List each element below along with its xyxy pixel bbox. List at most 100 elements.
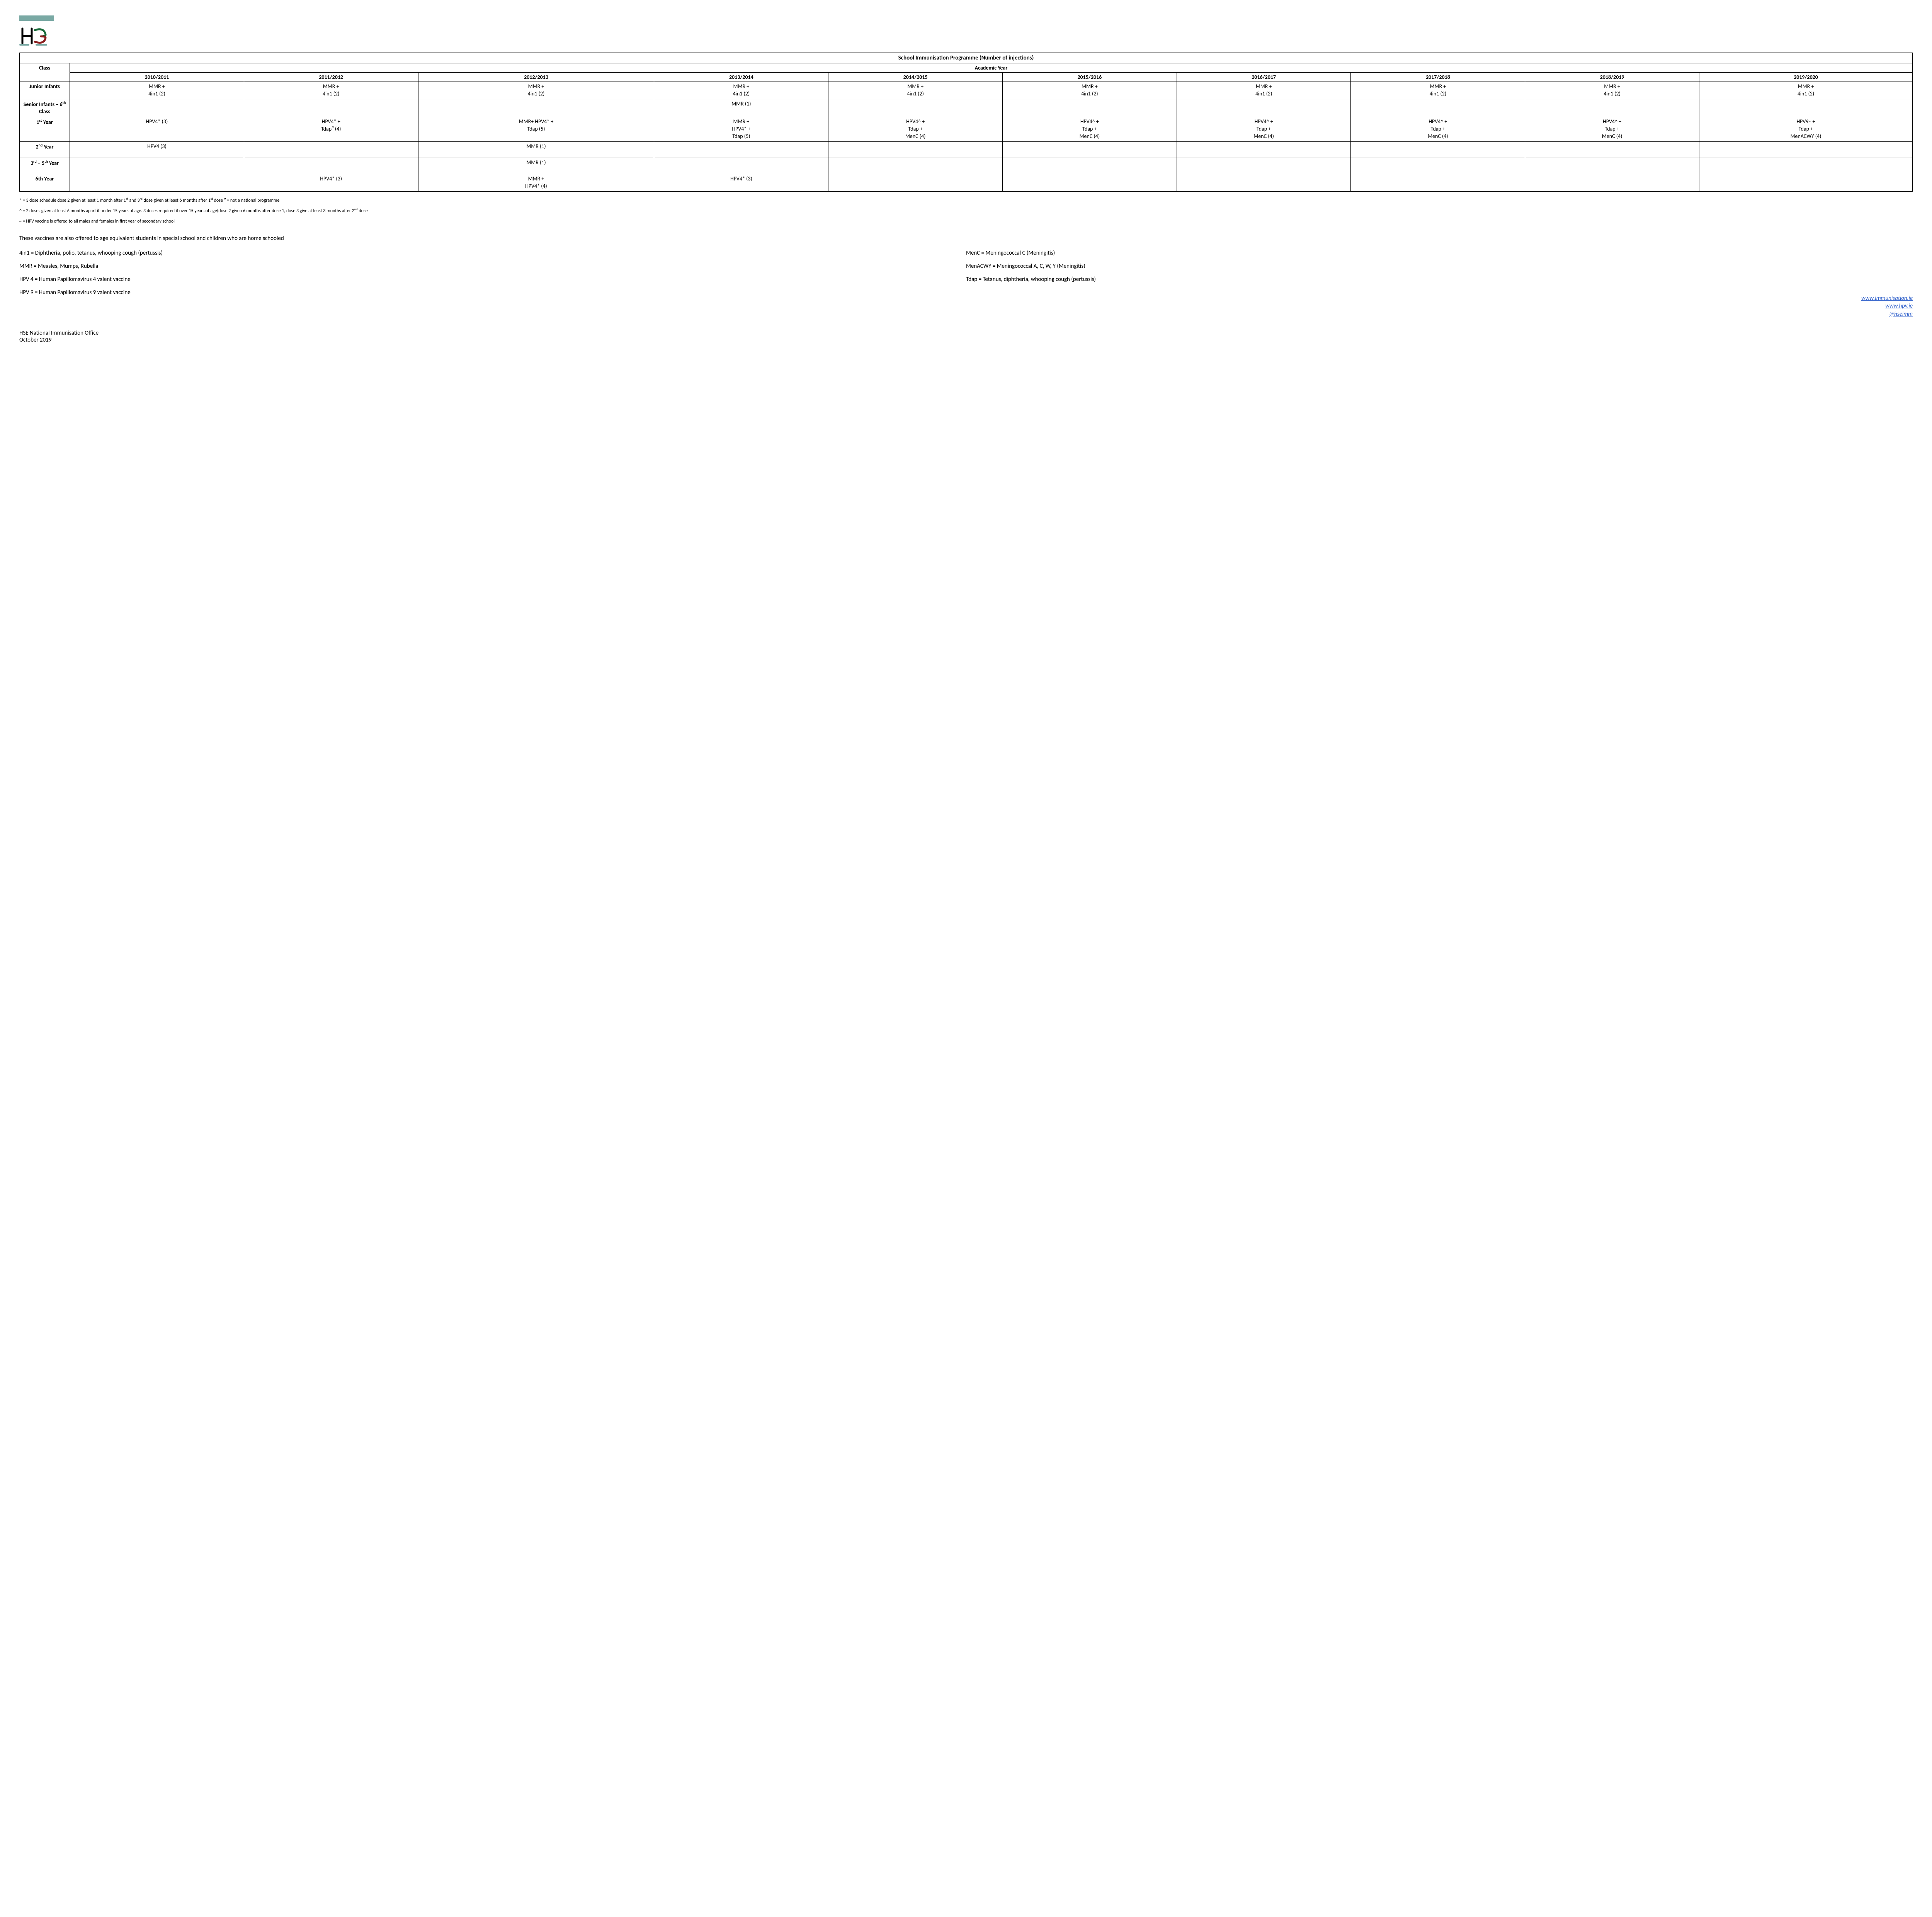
data-cell — [70, 174, 244, 191]
data-cell — [1177, 174, 1351, 191]
def-item: 4in1 = Diphtheria, polio, tetanus, whoop… — [19, 250, 966, 257]
data-cell — [1351, 174, 1525, 191]
link-twitter[interactable]: @hseimm — [1889, 311, 1913, 318]
data-cell — [1699, 174, 1912, 191]
data-cell — [418, 99, 654, 117]
data-cell — [1351, 158, 1525, 174]
data-cell — [70, 158, 244, 174]
data-cell — [1002, 158, 1177, 174]
year-col: 2011/2012 — [244, 73, 418, 82]
data-cell: MMR +4in1 (2) — [418, 82, 654, 99]
def-item: HPV 4 = Human Papillomavirus 4 valent va… — [19, 276, 966, 283]
table-row: Junior InfantsMMR +4in1 (2)MMR +4in1 (2)… — [20, 82, 1913, 99]
data-cell — [1525, 141, 1699, 158]
table-row: Senior Infants – 6th Class MMR (1) — [20, 99, 1913, 117]
class-cell: 1st Year — [20, 117, 70, 142]
data-cell — [1525, 158, 1699, 174]
data-cell: MMR +4in1 (2) — [1699, 82, 1912, 99]
data-cell: HPV4* +Tdap″ (4) — [244, 117, 418, 142]
data-cell: MMR (1) — [418, 158, 654, 174]
data-cell: MMR +4in1 (2) — [244, 82, 418, 99]
data-cell: MMR +4in1 (2) — [828, 82, 1003, 99]
year-col: 2016/2017 — [1177, 73, 1351, 82]
data-cell — [1002, 174, 1177, 191]
data-cell: MMR +4in1 (2) — [654, 82, 828, 99]
data-cell: HPV4* (3) — [244, 174, 418, 191]
data-cell: HPV4* (3) — [654, 174, 828, 191]
year-col: 2010/2011 — [70, 73, 244, 82]
table-row: 2nd YearHPV4 (3)MMR (1) — [20, 141, 1913, 158]
data-cell — [654, 158, 828, 174]
year-col: 2019/2020 — [1699, 73, 1912, 82]
data-cell — [1002, 141, 1177, 158]
footer-org: HSE National Immunisation Office — [19, 330, 1913, 337]
data-cell — [1699, 99, 1912, 117]
data-cell — [1177, 99, 1351, 117]
def-item: MenC = Meningococcal C (Meningitis) — [966, 250, 1913, 257]
definitions-right: MenC = Meningococcal C (Meningitis) MenA… — [966, 250, 1913, 302]
data-cell: MMR (1) — [654, 99, 828, 117]
data-cell — [244, 99, 418, 117]
data-cell: MMR+ HPV4* +Tdap (5) — [418, 117, 654, 142]
year-col: 2012/2013 — [418, 73, 654, 82]
data-cell: HPV4^ +Tdap +MenC (4) — [1351, 117, 1525, 142]
data-cell: HPV9~ +Tdap +MenACWY (4) — [1699, 117, 1912, 142]
table-title: School Immunisation Programme (Number of… — [20, 53, 1913, 63]
table-row: 3rd – 5th Year MMR (1) — [20, 158, 1913, 174]
data-cell — [70, 99, 244, 117]
data-cell — [828, 158, 1003, 174]
data-cell — [1699, 141, 1912, 158]
class-cell: 2nd Year — [20, 141, 70, 158]
link-hpv[interactable]: www.hpv.ie — [1885, 303, 1913, 310]
year-col: 2015/2016 — [1002, 73, 1177, 82]
data-cell — [1177, 141, 1351, 158]
link-immunisation[interactable]: www.immunisation.ie — [1861, 295, 1913, 302]
table-row: 6th YearHPV4* (3)MMR +HPV4* (4)HPV4* (3) — [20, 174, 1913, 191]
data-cell — [1699, 158, 1912, 174]
table-row: 1st YearHPV4* (3)HPV4* +Tdap″ (4)MMR+ HP… — [20, 117, 1913, 142]
data-cell — [1351, 99, 1525, 117]
data-cell: MMR +HPV4* +Tdap (5) — [654, 117, 828, 142]
definitions: 4in1 = Diphtheria, polio, tetanus, whoop… — [19, 250, 1913, 302]
data-cell — [828, 99, 1003, 117]
data-cell: MMR +4in1 (2) — [70, 82, 244, 99]
footnote-1: * = 3 dose schedule dose 2 given at leas… — [19, 197, 1913, 204]
body-note: These vaccines are also offered to age e… — [19, 235, 1913, 242]
def-item: HPV 9 = Human Papillomavirus 9 valent va… — [19, 289, 966, 296]
footer: HSE National Immunisation Office October… — [19, 330, 1913, 344]
hse-logo — [19, 26, 1913, 46]
data-cell: MMR +4in1 (2) — [1177, 82, 1351, 99]
footer-date: October 2019 — [19, 337, 1913, 344]
definitions-left: 4in1 = Diphtheria, polio, tetanus, whoop… — [19, 250, 966, 302]
data-cell: MMR +HPV4* (4) — [418, 174, 654, 191]
footnotes: * = 3 dose schedule dose 2 given at leas… — [19, 197, 1913, 225]
year-header-row: 2010/2011 2011/2012 2012/2013 2013/2014 … — [20, 73, 1913, 82]
data-cell — [1002, 99, 1177, 117]
year-col: 2014/2015 — [828, 73, 1003, 82]
class-header: Class — [20, 63, 70, 82]
data-cell — [1525, 99, 1699, 117]
data-cell — [1177, 158, 1351, 174]
class-cell: Junior Infants — [20, 82, 70, 99]
academic-year-header: Academic Year — [70, 63, 1913, 73]
def-item: MenACWY = Meningococcal A, C, W, Y (Meni… — [966, 263, 1913, 270]
data-cell: HPV4^ +Tdap +MenC (4) — [828, 117, 1003, 142]
footnote-3: ~ = HPV vaccine is offered to all males … — [19, 218, 1913, 225]
year-col: 2018/2019 — [1525, 73, 1699, 82]
year-col: 2013/2014 — [654, 73, 828, 82]
data-cell: MMR +4in1 (2) — [1002, 82, 1177, 99]
class-cell: Senior Infants – 6th Class — [20, 99, 70, 117]
data-cell — [654, 141, 828, 158]
data-cell — [1525, 174, 1699, 191]
def-item: MMR = Measles, Mumps, Rubella — [19, 263, 966, 270]
data-cell: HPV4^ +Tdap +MenC (4) — [1525, 117, 1699, 142]
data-cell: HPV4^ +Tdap +MenC (4) — [1177, 117, 1351, 142]
data-cell: HPV4^ +Tdap +MenC (4) — [1002, 117, 1177, 142]
class-cell: 3rd – 5th Year — [20, 158, 70, 174]
data-cell: MMR +4in1 (2) — [1351, 82, 1525, 99]
data-cell — [1351, 141, 1525, 158]
data-cell — [244, 141, 418, 158]
data-cell: MMR (1) — [418, 141, 654, 158]
footnote-2: ^ = 2 doses given at least 6 months apar… — [19, 208, 1913, 214]
data-cell — [828, 141, 1003, 158]
